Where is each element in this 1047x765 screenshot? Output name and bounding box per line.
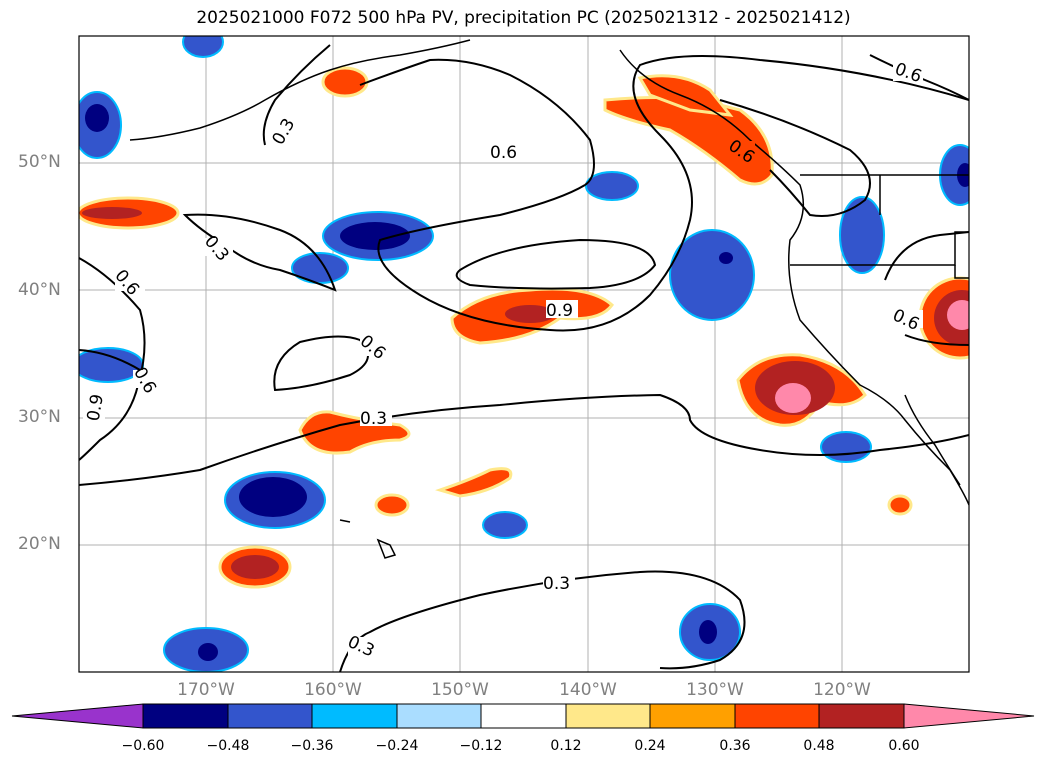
contour-label: 0.3 xyxy=(543,574,570,594)
lon-label: 120°W xyxy=(813,680,871,700)
contour-label: 0.6 xyxy=(110,266,143,300)
contour-label: 0.9 xyxy=(546,301,573,321)
colorbar-tick: −0.24 xyxy=(375,738,419,754)
lon-label: 140°W xyxy=(559,680,617,700)
lon-label: 150°W xyxy=(431,680,489,700)
pv-contours xyxy=(79,44,969,672)
colorbar-tick: 0.48 xyxy=(803,738,835,754)
colorbar-tick: 0.24 xyxy=(634,738,666,754)
contour-label: 0.3 xyxy=(269,115,300,148)
map-frame xyxy=(78,35,970,673)
colorbar xyxy=(11,703,1035,729)
contour-label: 0.3 xyxy=(344,632,377,662)
coastlines xyxy=(129,39,969,559)
lat-label: 30°N xyxy=(18,407,61,427)
contour-label: 0.3 xyxy=(200,232,233,266)
grid-lines xyxy=(79,36,969,672)
colorbar-tick: 0.36 xyxy=(719,738,751,754)
colorbar-tick: 0.12 xyxy=(550,738,582,754)
lon-label: 130°W xyxy=(686,680,744,700)
contour-label: 0.9 xyxy=(84,393,108,423)
colorbar-tick: −0.36 xyxy=(290,738,334,754)
lat-label: 20°N xyxy=(18,534,61,554)
contour-label: 0.6 xyxy=(356,331,390,364)
precip-positive-areas xyxy=(79,66,969,589)
lon-label: 170°W xyxy=(177,680,235,700)
contour-label: 0.6 xyxy=(490,143,517,163)
map-title: 2025021000 F072 500 hPa PV, precipitatio… xyxy=(196,8,851,28)
colorbar-tick: −0.12 xyxy=(459,738,503,754)
colorbar-tick: −0.48 xyxy=(206,738,250,754)
contour-label: 0.6 xyxy=(889,305,922,335)
colorbar-tick: −0.60 xyxy=(121,738,165,754)
colorbar-tick: 0.60 xyxy=(888,738,920,754)
precip-negative-areas xyxy=(79,36,969,672)
lat-label: 40°N xyxy=(18,280,61,300)
lat-label: 50°N xyxy=(18,152,61,172)
lon-label: 160°W xyxy=(304,680,362,700)
contour-label: 0.3 xyxy=(360,409,387,429)
